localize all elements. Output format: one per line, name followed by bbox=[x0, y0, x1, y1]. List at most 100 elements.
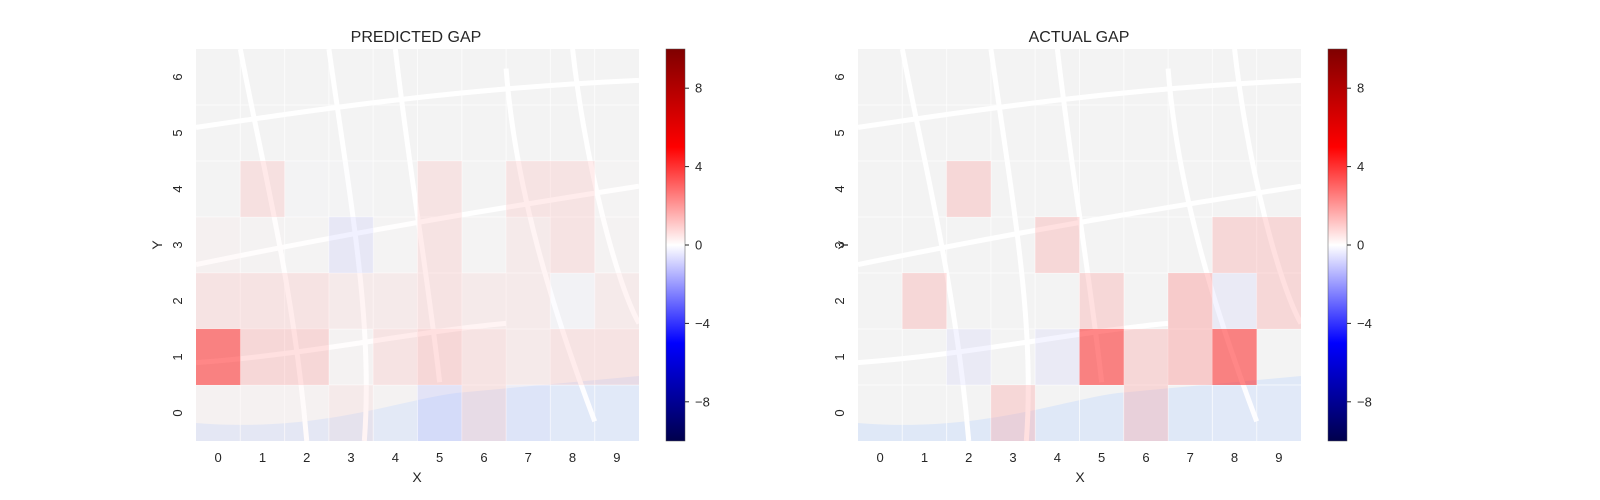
x-tick-label: 0 bbox=[877, 450, 884, 465]
x-tick-label: 6 bbox=[480, 450, 487, 465]
colorbar-tick-label: 0 bbox=[695, 238, 702, 253]
map-street bbox=[899, 48, 972, 442]
y-tick-label: 4 bbox=[832, 185, 847, 192]
heatmap-cell bbox=[373, 273, 418, 329]
heatmap-cell bbox=[594, 217, 639, 273]
heatmap-cell bbox=[284, 161, 329, 217]
heatmap-cells bbox=[196, 161, 639, 441]
heatmap-cell bbox=[240, 217, 285, 273]
y-tick-label: 6 bbox=[170, 73, 185, 80]
x-tick-label: 3 bbox=[1009, 450, 1016, 465]
panel-actual-gap: ACTUAL GAP 0 1 2 3 4 5 6 7 8 9 0 1 2 3 4 5 6 X Y 8 4 0 −4 −… bbox=[832, 29, 1372, 485]
heatmap-cell bbox=[196, 329, 241, 385]
heatmap-cell bbox=[550, 161, 595, 217]
heatmap-cell bbox=[284, 273, 329, 329]
x-axis-label: X bbox=[1075, 469, 1085, 485]
y-axis-label: Y bbox=[835, 240, 851, 250]
heatmap-cell bbox=[594, 161, 639, 217]
colorbar-ticks: 8 4 0 −4 −8 bbox=[1347, 81, 1372, 409]
x-tick-label: 1 bbox=[921, 450, 928, 465]
colorbar-tick-label: −8 bbox=[695, 394, 710, 409]
heatmap-cell bbox=[417, 385, 462, 441]
colorbar: 8 4 0 −4 −8 bbox=[1327, 48, 1372, 442]
y-tick-label: 3 bbox=[170, 241, 185, 248]
x-tick-label: 3 bbox=[347, 450, 354, 465]
x-axis-label: X bbox=[412, 469, 422, 485]
heatmap-cell bbox=[240, 329, 285, 385]
heatmap-cell bbox=[506, 273, 551, 329]
x-tick-label: 7 bbox=[1187, 450, 1194, 465]
heatmap-cells bbox=[902, 161, 1301, 441]
heatmap-cell bbox=[328, 217, 374, 273]
heatmap-cell bbox=[1212, 273, 1257, 329]
heatmap-cell bbox=[417, 329, 462, 385]
map-background bbox=[857, 48, 1304, 442]
heatmap-cell bbox=[1212, 329, 1257, 385]
colorbar-ticks: 8 4 0 −4 −8 bbox=[685, 81, 710, 409]
heatmap-cell bbox=[196, 385, 241, 441]
heatmap-cell bbox=[328, 329, 374, 385]
map-street bbox=[195, 77, 640, 130]
heatmap-cell bbox=[1256, 273, 1301, 329]
map-background bbox=[195, 48, 642, 442]
heatmap-cell bbox=[946, 329, 991, 385]
y-tick-label: 2 bbox=[170, 297, 185, 304]
heatmap-cell bbox=[1256, 385, 1301, 441]
heatmap-cell bbox=[506, 385, 551, 441]
x-tick-label: 7 bbox=[525, 450, 532, 465]
heatmap-cell bbox=[328, 273, 374, 329]
heatmap-cell bbox=[902, 273, 947, 329]
y-tick-label: 2 bbox=[832, 297, 847, 304]
heatmap-cell bbox=[417, 217, 462, 273]
heatmap-cell bbox=[506, 329, 551, 385]
heatmap-cell bbox=[284, 385, 329, 441]
heatmap-cell bbox=[1212, 385, 1257, 441]
map-street bbox=[988, 48, 1031, 442]
y-ticks: 0 1 2 3 4 5 6 bbox=[170, 73, 185, 416]
map-street bbox=[503, 68, 598, 423]
x-tick-label: 8 bbox=[1231, 450, 1238, 465]
colorbar-tick-label: 4 bbox=[1357, 159, 1364, 174]
heatmap-cell bbox=[1079, 329, 1124, 385]
map-street bbox=[857, 77, 1302, 130]
heatmap-cell bbox=[550, 217, 595, 273]
x-tick-label: 9 bbox=[1275, 450, 1282, 465]
y-tick-label: 5 bbox=[832, 129, 847, 136]
heatmap-cell bbox=[1168, 273, 1213, 329]
heatmap-cell bbox=[461, 385, 507, 441]
y-ticks: 0 1 2 3 4 5 6 bbox=[832, 73, 847, 416]
colorbar: 8 4 0 −4 −8 bbox=[665, 48, 710, 442]
heatmap-cell bbox=[373, 385, 418, 441]
heatmap-cell bbox=[506, 217, 551, 273]
heatmap-cell bbox=[328, 161, 374, 217]
colorbar-tick-label: 8 bbox=[1357, 81, 1364, 96]
chart-title: ACTUAL GAP bbox=[1029, 29, 1130, 46]
heatmap-cell bbox=[1212, 217, 1257, 273]
heatmap-cell bbox=[240, 161, 285, 217]
y-tick-label: 1 bbox=[832, 353, 847, 360]
map-street bbox=[237, 48, 310, 442]
heatmap-cell bbox=[1256, 217, 1301, 273]
x-tick-label: 4 bbox=[392, 450, 399, 465]
chart-title: PREDICTED GAP bbox=[351, 29, 482, 46]
x-ticks: 0 1 2 3 4 5 6 7 8 9 bbox=[877, 450, 1283, 465]
heatmap-cell bbox=[373, 217, 418, 273]
heatmap-cell bbox=[196, 217, 241, 273]
heatmap-cell bbox=[990, 385, 1036, 441]
y-tick-label: 4 bbox=[170, 185, 185, 192]
y-tick-label: 0 bbox=[832, 409, 847, 416]
heatmap-cell bbox=[461, 217, 507, 273]
x-tick-label: 4 bbox=[1054, 450, 1061, 465]
y-tick-label: 0 bbox=[170, 409, 185, 416]
heatmap-cell bbox=[594, 273, 639, 329]
heatmap-cell bbox=[1123, 329, 1169, 385]
colorbar-tick-label: 4 bbox=[695, 159, 702, 174]
heatmap-cell bbox=[373, 329, 418, 385]
colorbar-tick-label: 0 bbox=[1357, 238, 1364, 253]
x-tick-label: 8 bbox=[569, 450, 576, 465]
heatmap-cell bbox=[594, 329, 639, 385]
colorbar-tick-label: −8 bbox=[1357, 394, 1372, 409]
colorbar-tick-label: 8 bbox=[695, 81, 702, 96]
